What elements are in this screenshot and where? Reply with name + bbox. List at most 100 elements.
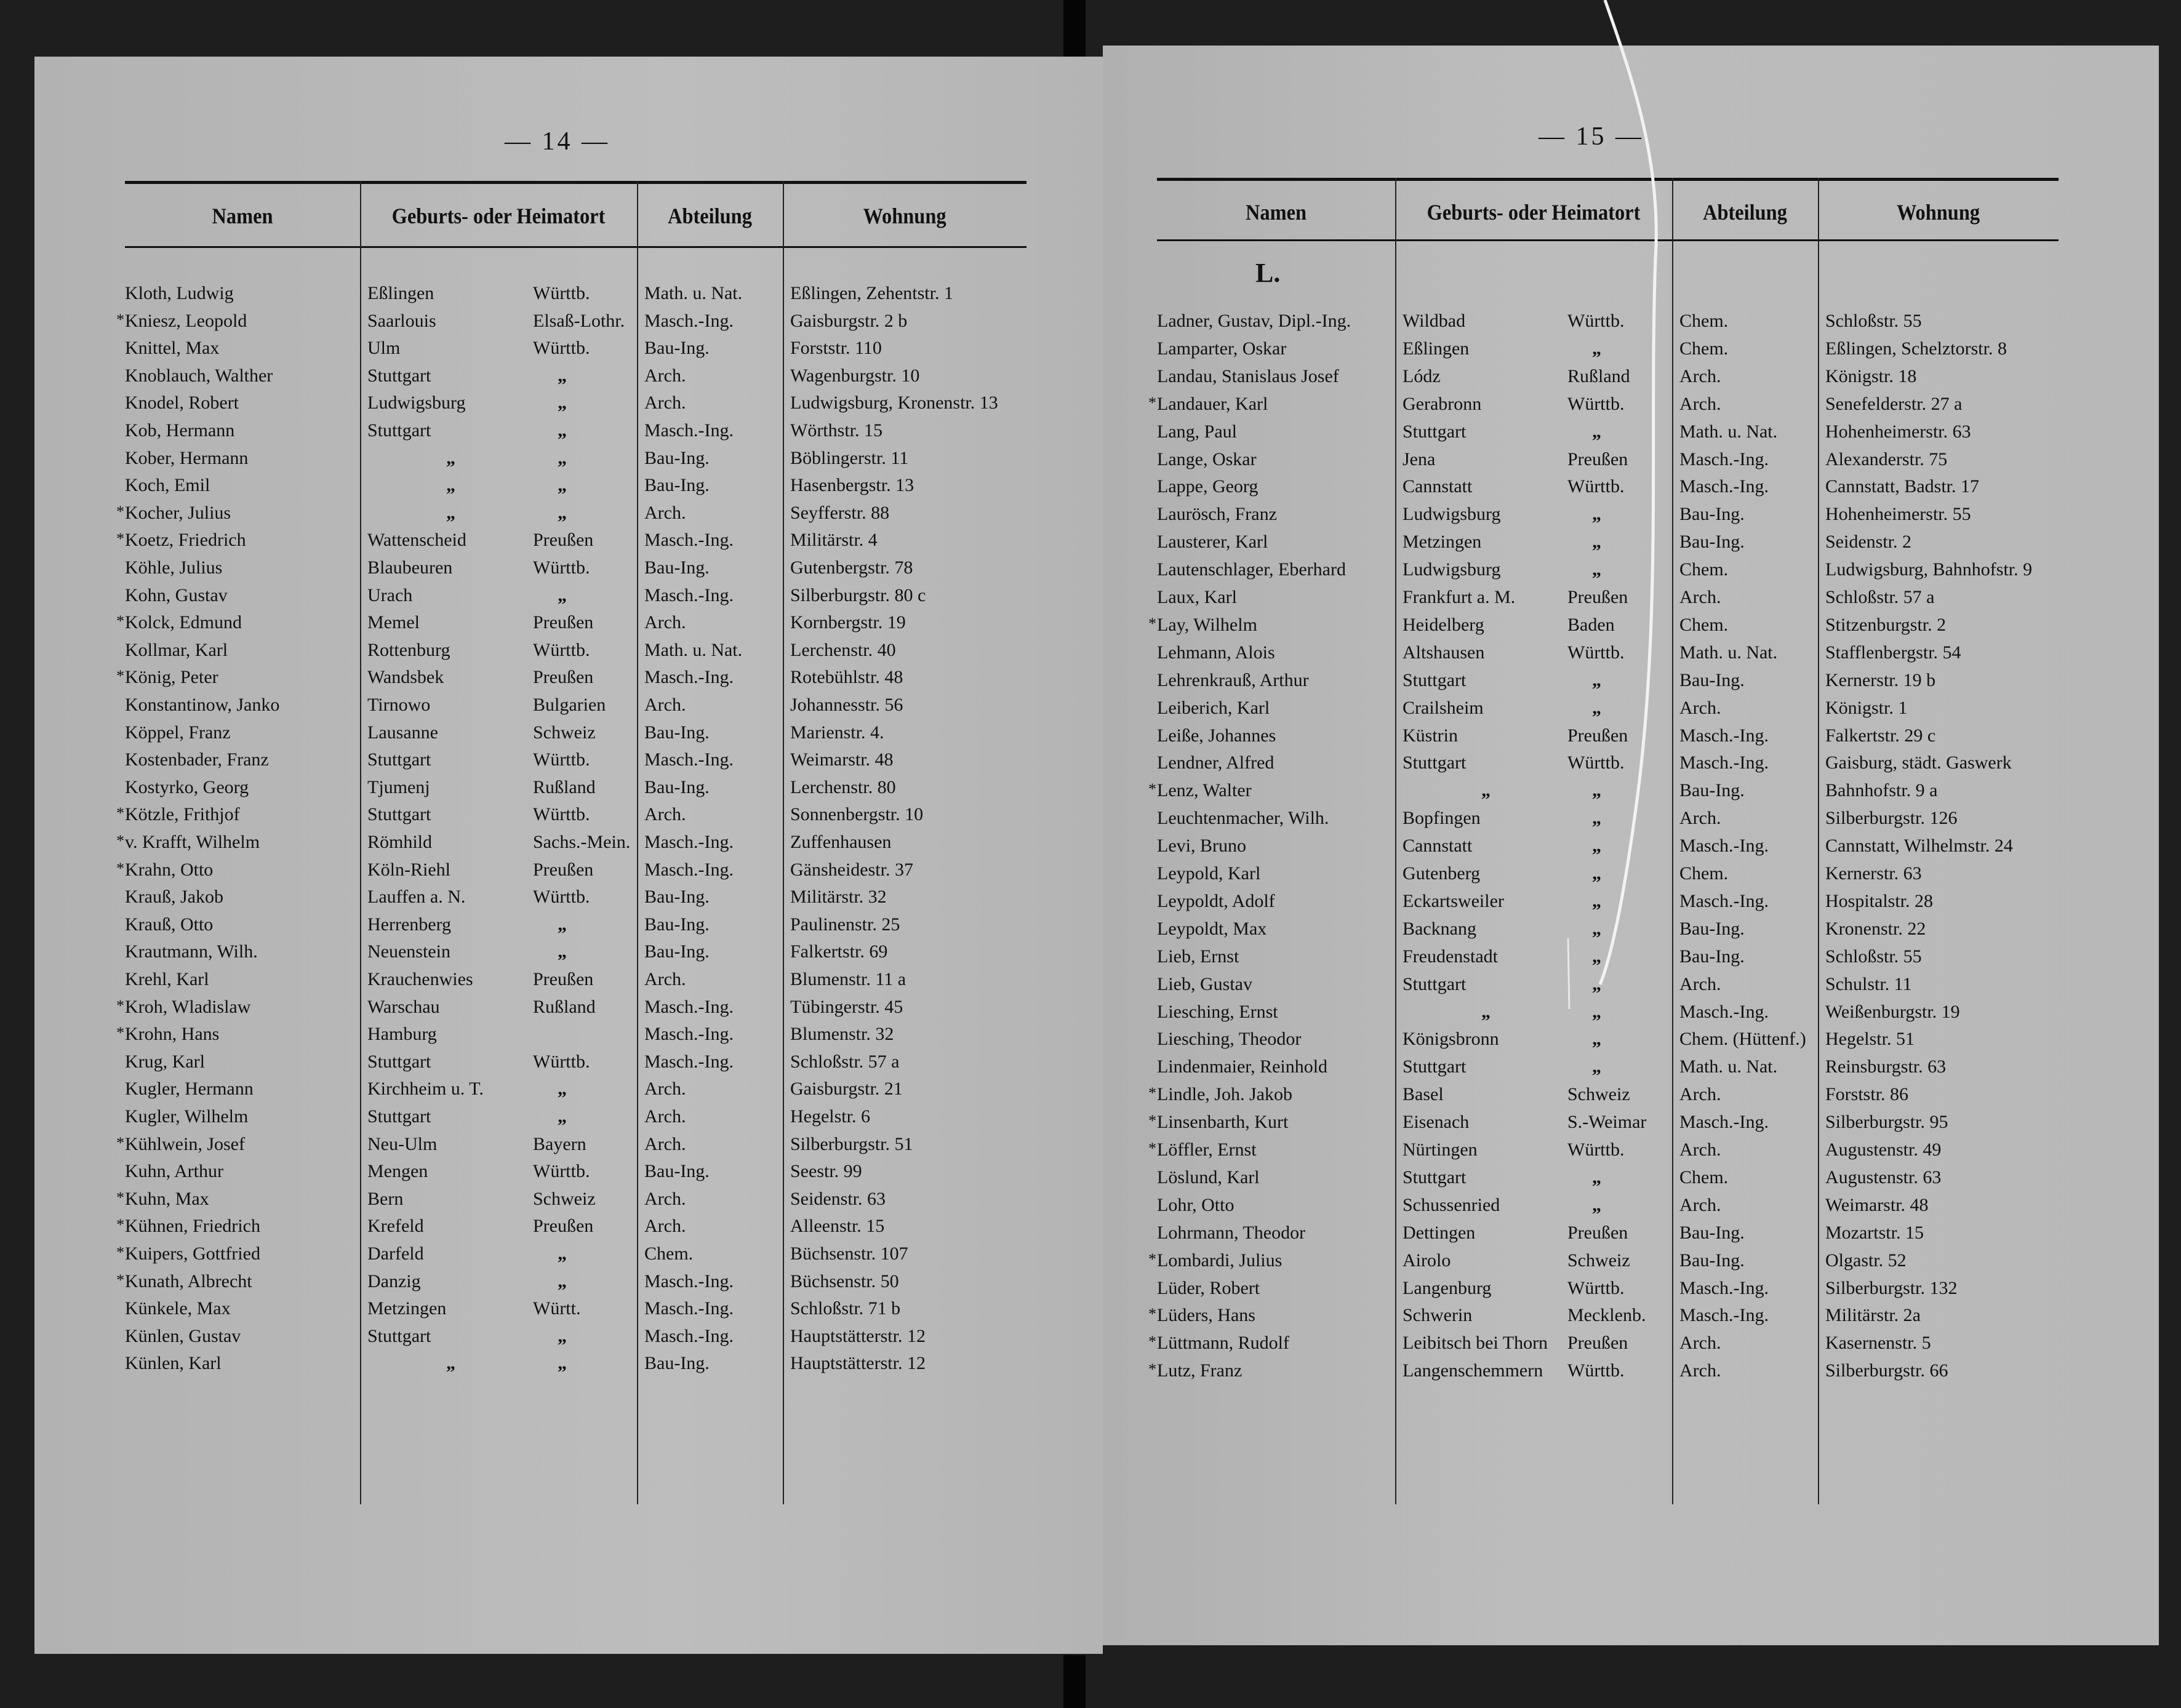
row-state: Württb. xyxy=(1567,311,1625,331)
row-residence: Bahnhofstr. 9 a xyxy=(1825,780,1938,800)
left-header-department: Abteilung xyxy=(668,204,752,228)
row-state: Schweiz xyxy=(533,1189,596,1209)
row-state: „ xyxy=(558,420,567,441)
row-department: Arch. xyxy=(644,1106,686,1127)
row-state: „ xyxy=(558,1243,567,1264)
row-department: Arch. xyxy=(644,695,686,715)
row-birthplace: Lódz xyxy=(1403,366,1441,386)
star-mark: * xyxy=(116,1189,124,1207)
row-birthplace: Stuttgart xyxy=(367,1326,431,1346)
row-department: Masch.-Ing. xyxy=(644,997,734,1017)
row-name: Künlen, Gustav xyxy=(125,1326,241,1346)
row-residence: Militärstr. 4 xyxy=(790,530,878,550)
row-state: „ xyxy=(1592,891,1601,911)
row-department: Masch.-Ing. xyxy=(644,832,734,852)
row-residence: Blumenstr. 11 a xyxy=(790,969,906,989)
row-name: Kroh, Wladislaw xyxy=(125,997,251,1017)
row-residence: Kernerstr. 19 b xyxy=(1825,670,1936,690)
row-state: „ xyxy=(558,1326,567,1346)
row-department: Arch. xyxy=(1679,587,1721,607)
row-department: Masch.-Ing. xyxy=(1679,1112,1769,1132)
row-birthplace: Neu-Ulm xyxy=(367,1134,438,1154)
row-residence: Gutenbergstr. 78 xyxy=(790,557,913,578)
row-residence: Eßlingen, Zehentstr. 1 xyxy=(790,283,953,303)
row-state: Preußen xyxy=(1567,1223,1628,1243)
row-name: Laux, Karl xyxy=(1157,587,1237,607)
row-birthplace: Wattenscheid xyxy=(367,530,466,550)
row-state: „ xyxy=(1592,946,1601,967)
page-number-right: — 15 — xyxy=(1539,122,1644,151)
row-state: „ xyxy=(1592,863,1601,884)
row-residence: Gaisburg, städt. Gaswerk xyxy=(1825,752,2012,773)
row-birthplace: Krefeld xyxy=(367,1216,424,1236)
row-name: Linsenbarth, Kurt xyxy=(1157,1112,1289,1132)
row-department: Bau-Ing. xyxy=(1679,504,1745,524)
star-mark: * xyxy=(1148,1360,1156,1378)
row-department: Bau-Ing. xyxy=(1679,1223,1745,1243)
row-department: Masch.-Ing. xyxy=(1679,1305,1769,1325)
row-residence: Schulstr. 11 xyxy=(1825,974,1912,994)
right-header-name: Namen xyxy=(1246,200,1307,225)
row-department: Chem. xyxy=(1679,559,1729,580)
row-state: „ xyxy=(558,1079,567,1099)
row-name: Kolck, Edmund xyxy=(125,612,242,633)
right-header-department: Abteilung xyxy=(1703,200,1787,225)
row-department: Bau-Ing. xyxy=(644,338,710,358)
row-state: Preußen xyxy=(533,667,594,687)
row-department: Arch. xyxy=(1679,1360,1721,1381)
row-name: Knodel, Robert xyxy=(125,393,239,413)
row-state: „ xyxy=(1592,1002,1601,1022)
row-name: Landauer, Karl xyxy=(1157,394,1268,414)
row-name: Kuhn, Arthur xyxy=(125,1161,223,1181)
row-birthplace: Gerabronn xyxy=(1403,394,1482,414)
row-name: Leypoldt, Adolf xyxy=(1157,891,1275,911)
row-department: Bau-Ing. xyxy=(1679,780,1745,800)
row-birthplace: Frankfurt a. M. xyxy=(1403,587,1516,607)
row-name: Leuchtenmacher, Wilh. xyxy=(1157,808,1329,828)
row-birthplace: Gutenberg xyxy=(1403,863,1481,884)
row-department: Math. u. Nat. xyxy=(644,640,743,660)
row-residence: Augustenstr. 49 xyxy=(1825,1139,1942,1160)
row-state: Württb. xyxy=(1567,642,1625,663)
row-name: Landau, Stanislaus Josef xyxy=(1157,366,1339,386)
binding-bottom xyxy=(1063,1655,1086,1708)
row-residence: Hospitalstr. 28 xyxy=(1825,891,1934,911)
row-residence: Reinsburgstr. 63 xyxy=(1825,1056,1947,1077)
row-name: Lieb, Ernst xyxy=(1157,946,1239,967)
row-birthplace: Stuttgart xyxy=(367,1052,431,1072)
row-name: Kugler, Wilhelm xyxy=(125,1106,249,1127)
row-birthplace: Königsbronn xyxy=(1403,1029,1499,1049)
row-state: Württb. xyxy=(533,283,590,303)
row-residence: Marienstr. 4. xyxy=(790,722,884,743)
row-state: Preußen xyxy=(1567,587,1628,607)
row-residence: Lerchenstr. 40 xyxy=(790,640,896,660)
row-state: Württb. xyxy=(1567,752,1625,773)
row-department: Masch.-Ing. xyxy=(644,1052,734,1072)
binding-top xyxy=(1063,0,1086,57)
star-mark: * xyxy=(116,530,124,548)
row-name: Lutz, Franz xyxy=(1157,1360,1243,1381)
row-residence: Militärstr. 2a xyxy=(1825,1305,1921,1325)
row-residence: Hauptstätterstr. 12 xyxy=(790,1326,926,1346)
row-residence: Böblingerstr. 11 xyxy=(790,448,909,468)
row-birthplace: „ xyxy=(446,503,455,523)
row-state: Rußland xyxy=(1567,366,1630,386)
row-name: Knoblauch, Walther xyxy=(125,365,273,386)
row-state: Württb. xyxy=(533,640,590,660)
row-state: „ xyxy=(558,585,567,605)
right-column-divider xyxy=(1395,178,1396,1504)
row-state: „ xyxy=(1592,808,1601,828)
row-residence: Cannstatt, Wilhelmstr. 24 xyxy=(1825,836,2013,856)
row-department: Chem. xyxy=(1679,1167,1729,1187)
row-residence: Stitzenburgstr. 2 xyxy=(1825,615,1947,635)
row-state: Württb. xyxy=(533,1052,590,1072)
star-mark: * xyxy=(116,860,124,877)
row-state: „ xyxy=(1592,698,1601,718)
row-name: Lange, Oskar xyxy=(1157,449,1257,469)
row-residence: Kernerstr. 63 xyxy=(1825,863,1922,884)
row-name: Lehmann, Alois xyxy=(1157,642,1275,663)
row-department: Arch. xyxy=(1679,394,1721,414)
row-residence: Cannstatt, Badstr. 17 xyxy=(1825,476,1979,497)
star-mark: * xyxy=(116,832,124,850)
row-residence: Tübingerstr. 45 xyxy=(790,997,903,1017)
